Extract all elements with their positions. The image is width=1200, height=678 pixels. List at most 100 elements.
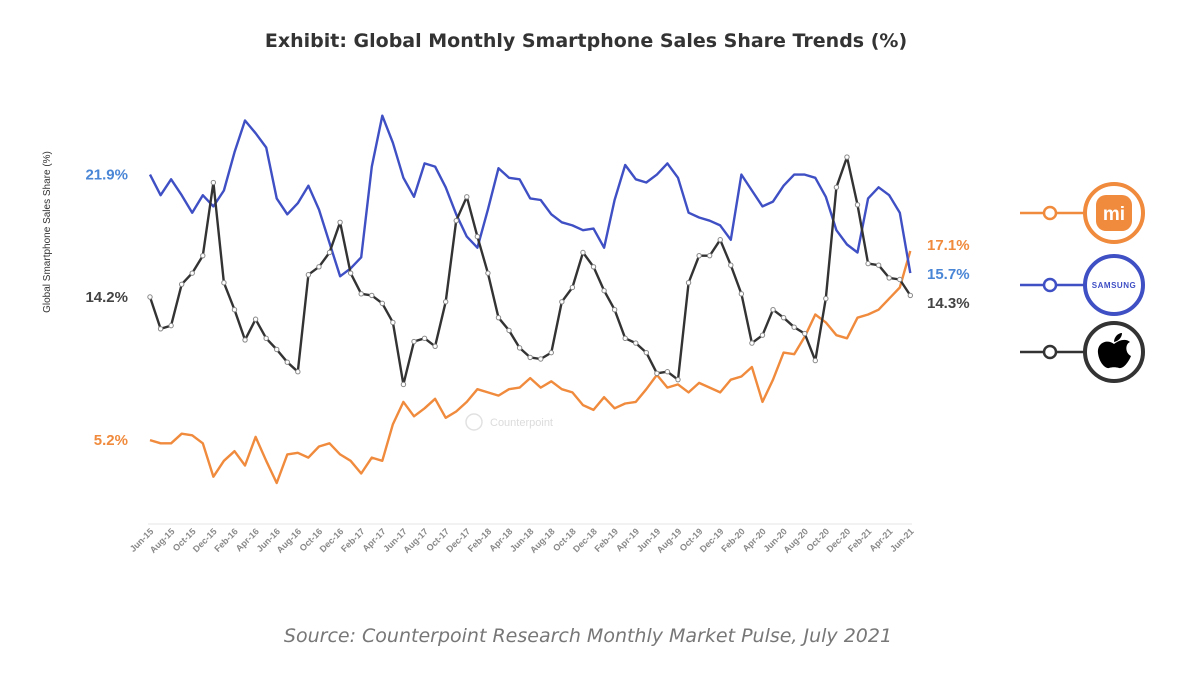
data-point-apple (812, 357, 818, 364)
data-point-apple (823, 295, 829, 302)
data-point-apple (633, 340, 639, 346)
data-point-apple (886, 275, 892, 281)
data-point-apple (231, 307, 238, 313)
data-point-apple (506, 327, 512, 334)
data-point-apple (495, 314, 502, 321)
data-point-apple (664, 369, 671, 375)
data-point-apple (780, 314, 787, 321)
data-point-apple (274, 346, 280, 353)
data-point-apple (284, 359, 290, 365)
data-point-apple (147, 294, 153, 300)
start-label-samsung: 21.9% (85, 167, 128, 184)
data-point-apple (316, 264, 322, 270)
start-label-apple: 14.2% (85, 289, 128, 306)
data-point-apple (844, 154, 850, 160)
data-point-apple (453, 217, 459, 224)
data-point-apple (295, 369, 301, 375)
data-point-apple (168, 322, 174, 329)
data-point-apple (442, 299, 449, 305)
data-point-apple (875, 262, 882, 268)
data-point-apple (738, 291, 745, 297)
data-point-apple (527, 354, 533, 361)
data-point-apple (717, 237, 723, 243)
y-axis-label: Global Smartphone Sales Share (%) (42, 151, 53, 313)
data-point-apple (432, 343, 438, 349)
data-point-apple (178, 281, 185, 287)
x-axis-ticks: Jun-15Aug-15Oct-15Dec-15Feb-16Apr-16Jun-… (128, 526, 916, 555)
data-point-apple (390, 319, 396, 326)
x-tick-label: Jun-21 (888, 526, 916, 554)
watermark: Counterpoint (465, 413, 553, 431)
data-point-apple (654, 370, 660, 377)
legend-item-xiaomi: mi (1020, 182, 1145, 244)
samsung-logo-icon: SAMSUNG (1092, 281, 1136, 290)
data-point-apple (464, 194, 470, 200)
data-point-apple (326, 249, 333, 256)
legend-item-apple (1020, 321, 1145, 383)
data-point-apple (242, 337, 248, 343)
data-point-apple (706, 252, 713, 259)
start-label-xiaomi: 5.2% (94, 432, 128, 449)
data-point-apple (263, 335, 269, 342)
data-point-apple (210, 179, 217, 186)
data-point-apple (865, 260, 871, 267)
data-point-apple (601, 287, 607, 294)
data-point-apple (358, 291, 364, 297)
data-point-apple (897, 276, 903, 283)
data-point-apple (305, 272, 312, 278)
data-point-apple (854, 202, 861, 208)
data-point-apple (770, 307, 776, 313)
apple-leaf-icon (1114, 333, 1122, 342)
source-note: Source: Counterpoint Research Monthly Ma… (284, 625, 892, 647)
data-point-apple (200, 252, 206, 259)
data-point-apple (802, 330, 808, 337)
data-point-apple (580, 249, 586, 256)
data-point-apple (548, 349, 554, 356)
data-point-apple (569, 284, 576, 291)
data-point-apple (189, 270, 195, 276)
series-line-samsung (148, 114, 912, 278)
end-label-samsung: 15.7% (927, 266, 970, 283)
data-point-apple (590, 264, 597, 270)
data-point-apple (622, 335, 628, 342)
data-point-apple (400, 381, 407, 388)
legend-item-samsung: SAMSUNG (1020, 254, 1145, 316)
apple-logo-icon (1097, 339, 1131, 369)
data-point-apple (643, 349, 650, 356)
plot-area (147, 114, 914, 485)
watermark-logo-icon (465, 413, 483, 431)
data-point-apple (759, 332, 766, 338)
data-point-apple (369, 292, 375, 299)
data-point-apple (559, 299, 565, 305)
data-point-apple (696, 252, 702, 259)
data-point-apple (347, 270, 354, 276)
data-point-apple (791, 324, 797, 330)
data-point-apple (516, 345, 523, 351)
watermark-text: Counterpoint (490, 417, 553, 429)
data-point-apple (157, 326, 164, 332)
data-point-apple (675, 376, 681, 383)
series-line-xiaomi (149, 250, 912, 485)
legend-marker (1042, 344, 1058, 360)
data-point-apple (611, 307, 618, 313)
data-point-apple (411, 338, 417, 345)
xiaomi-logo-icon (1096, 195, 1132, 231)
value-labels: 21.9% 15.7% 14.2% 14.3% 5.2% 17.1% (85, 167, 969, 450)
legend-marker (1042, 205, 1058, 221)
data-point-apple (337, 219, 343, 225)
legend: SAMSUNG mi (1020, 182, 1145, 383)
data-point-apple (379, 300, 386, 307)
legend-logo-ring (1083, 254, 1145, 316)
data-point-apple (833, 184, 840, 190)
data-point-apple (685, 279, 692, 286)
end-label-xiaomi: 17.1% (927, 237, 970, 254)
end-label-apple: 14.3% (927, 295, 970, 312)
data-point-apple (485, 270, 491, 276)
data-point-apple (538, 356, 544, 362)
data-point-apple (907, 292, 914, 299)
legend-marker (1042, 277, 1058, 293)
data-point-apple (252, 316, 259, 322)
xiaomi-logo-text: mi (1103, 204, 1125, 225)
data-point-apple (749, 340, 755, 346)
